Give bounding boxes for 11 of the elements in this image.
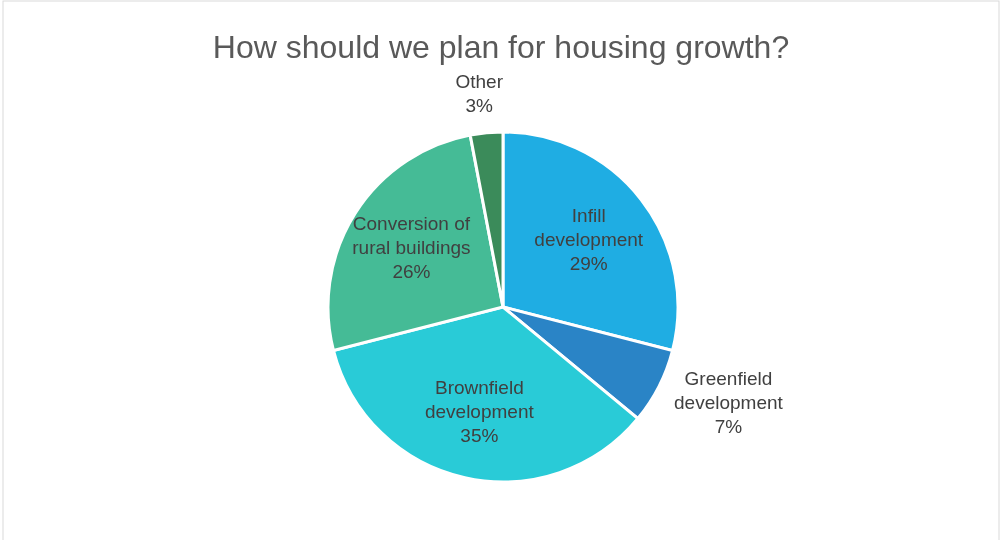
slice-label: Other — [455, 70, 504, 92]
slice-label: Greenfield development — [674, 367, 784, 413]
data-label: 29% — [569, 252, 608, 274]
data-label: 26% — [392, 260, 431, 282]
data-label: 7% — [714, 415, 743, 437]
slice-label: Brownfield development — [424, 376, 535, 422]
data-label: 3% — [465, 94, 494, 116]
slice-label: Infill development — [534, 204, 644, 250]
data-label: 35% — [460, 424, 499, 446]
chart-title: How should we plan for housing growth? — [212, 29, 790, 66]
slice-label: Conversion of rural buildings — [352, 212, 471, 258]
